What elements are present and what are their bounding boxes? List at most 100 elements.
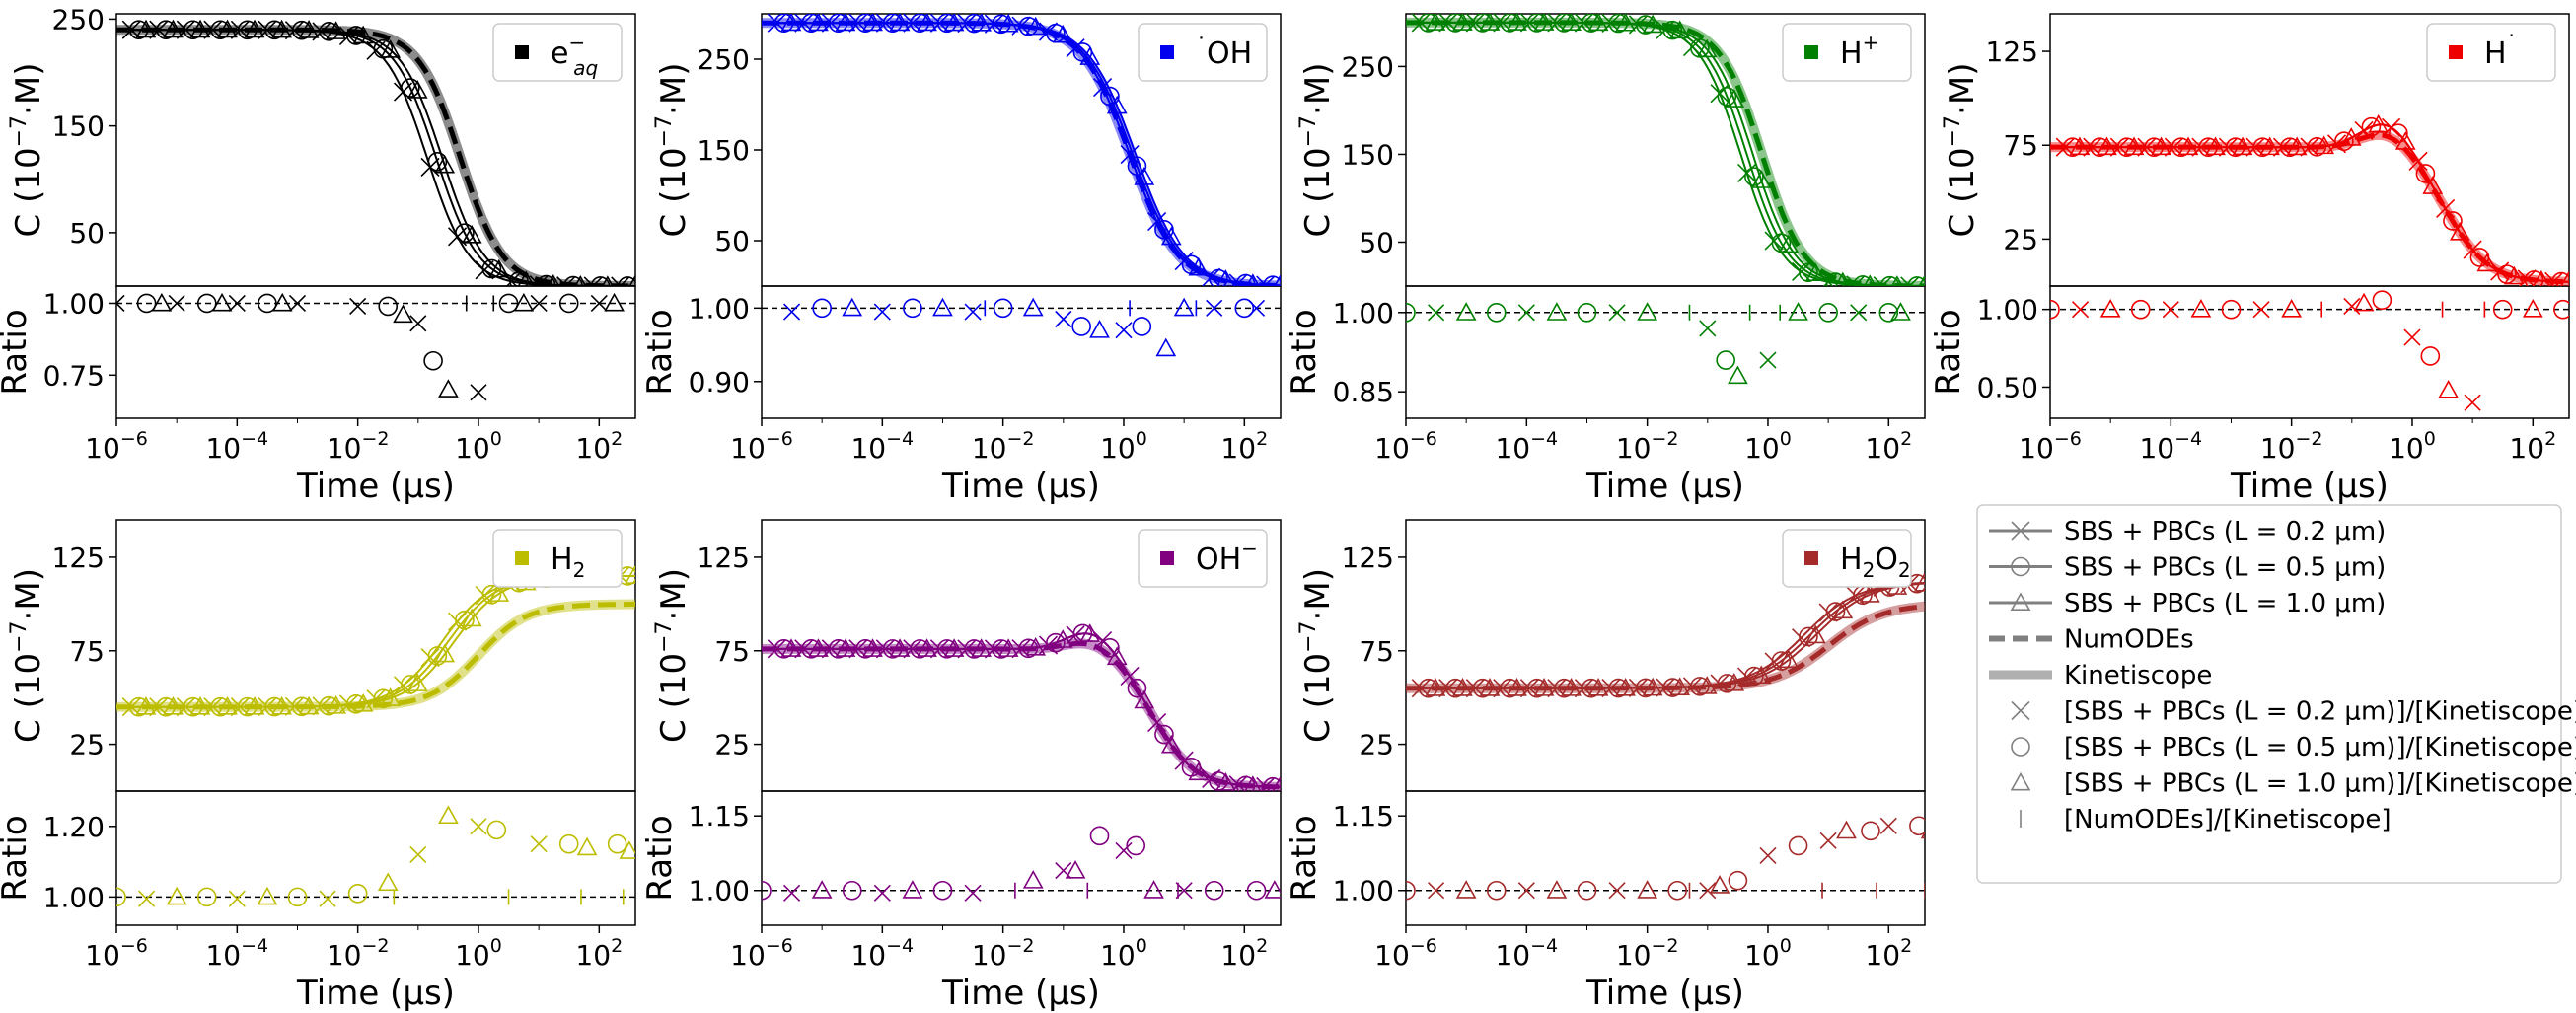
- x-tick-label: 10−2: [972, 428, 1035, 465]
- ratio-points: [762, 826, 1281, 902]
- ratio-point-tri: [1750, 665, 1772, 685]
- ratio-point-o: [903, 298, 922, 319]
- ratio-point-tri: [842, 297, 863, 317]
- ratio-point-x: [470, 384, 487, 401]
- ratio-point-o: [2420, 346, 2441, 366]
- sbs-curve-tri: [762, 632, 1281, 788]
- ratio-point-x: [1055, 310, 1072, 328]
- x-axis-label: Time (μs): [941, 467, 1100, 506]
- main-curves: [762, 14, 1281, 286]
- ratio-point-tri: [780, 638, 802, 657]
- panel-legend-box: [492, 23, 623, 82]
- ratio-axis-label: Ratio: [1285, 815, 1324, 901]
- ratio-point-tri: [2532, 269, 2550, 286]
- x-tick-label: 100: [1100, 935, 1147, 972]
- y-tick-label: 25: [2003, 223, 2038, 255]
- ratio-point-x: [2343, 297, 2361, 316]
- legend-entry-label: NumODEs: [2064, 625, 2194, 655]
- ratio-point-tri: [1642, 14, 1663, 34]
- ratio-point-tri: [1778, 649, 1800, 669]
- x-tick-label: 10−6: [85, 935, 148, 972]
- ratio-point-tri: [461, 224, 482, 244]
- ratio-point-tri: [1245, 273, 1260, 286]
- ratio-point-tri: [406, 80, 428, 99]
- ratio-point-x: [1819, 832, 1837, 849]
- x-tick-label: 10−2: [327, 428, 390, 465]
- main-curves: [116, 19, 635, 286]
- legend-entry-label: SBS + PBCs (L = 0.2 μm): [2064, 517, 2386, 546]
- x-tick-label: 10−2: [1616, 935, 1679, 972]
- ratio-point-tri: [1079, 46, 1101, 65]
- ratio-point-tri: [1425, 678, 1446, 696]
- ratio-point-tri: [1160, 734, 1182, 754]
- ratio-y-tick-label: 1.00: [689, 875, 750, 907]
- ratio-point-o: [486, 820, 507, 840]
- x-tick-label: 102: [1220, 935, 1268, 972]
- legend-entry-label: Kinetiscope: [2064, 661, 2212, 690]
- sbs-curve-o: [116, 575, 635, 708]
- main-curves: [762, 623, 1281, 791]
- ratio-point-tri: [298, 20, 320, 38]
- panel-legend: H2: [492, 529, 623, 588]
- ratio-point-tri: [488, 258, 510, 278]
- ratio-y-tick-label: 0.75: [43, 359, 105, 392]
- ratio-point-tri: [1587, 14, 1609, 32]
- ratio-y-tick-label: 1.00: [1977, 294, 2038, 326]
- ratio-point-tri: [1561, 678, 1582, 696]
- panel-legend-box: [1782, 23, 1912, 82]
- x-tick-label: 10−6: [730, 935, 793, 972]
- ratio-point-tri: [2522, 298, 2543, 318]
- ratio-point-tri: [380, 39, 402, 58]
- ratio-point-tri: [1455, 302, 1477, 321]
- ratio-axes-frame: [761, 285, 1282, 419]
- ratio-points: [116, 292, 625, 401]
- ratio-point-tri: [1546, 880, 1568, 899]
- ratio-point-o: [932, 880, 953, 901]
- ratio-point-x: [1608, 882, 1626, 900]
- ratio-point-o: [1127, 678, 1147, 698]
- ratio-point-tri: [2151, 136, 2171, 156]
- ratio-point-o: [1878, 302, 1899, 323]
- y-tick-label: 125: [52, 542, 105, 574]
- ratio-point-o: [2221, 299, 2242, 320]
- ratio-point-x: [964, 884, 982, 902]
- ratio-y-tick-label: 1.15: [689, 800, 750, 832]
- ratio-point-o: [1716, 350, 1735, 370]
- legend-swatch: [1160, 551, 1174, 565]
- ratio-point-tri: [326, 21, 346, 39]
- y-tick-label: 50: [69, 217, 105, 250]
- ratio-point-tri: [1696, 676, 1718, 694]
- ratio-point-tri: [2232, 136, 2253, 156]
- ratio-point-x: [1850, 304, 1868, 322]
- x-axis-label: Time (μs): [1585, 467, 1744, 506]
- ratio-point-o: [558, 293, 579, 314]
- ratio-point-x: [873, 884, 891, 902]
- ratio-axis-label: Ratio: [640, 309, 680, 395]
- legend-label: H˙: [2484, 31, 2517, 71]
- x-tick-label: 10−6: [1374, 428, 1437, 465]
- x-tick-label: 10−4: [205, 428, 268, 465]
- ratio-point-x: [783, 884, 801, 902]
- ratio-point-tri: [517, 270, 535, 286]
- sbs-curve-x: [116, 574, 635, 708]
- ratio-point-o: [1909, 816, 1925, 836]
- ratio-point-x: [168, 294, 185, 313]
- ratio-point-o: [347, 883, 368, 904]
- ratio-point-tri: [1890, 302, 1911, 321]
- y-axis-label: C (10−7·M): [7, 568, 48, 743]
- ratio-point-o: [1204, 880, 1224, 901]
- ratio-y-tick-label: 1.00: [43, 287, 105, 320]
- ratio-point-tri: [1134, 167, 1155, 185]
- ratio-point-tri: [1832, 600, 1854, 619]
- y-tick-label: 250: [1342, 50, 1394, 83]
- ratio-point-tri: [889, 14, 911, 32]
- ratio-point-tri: [971, 638, 992, 657]
- ratio-point-x: [2162, 301, 2179, 319]
- ratio-y-tick-label: 1.20: [43, 811, 105, 843]
- numodes-curve: [1406, 604, 1925, 691]
- panel-legend: OH−: [1138, 529, 1268, 588]
- ratio-point-tri: [298, 695, 320, 715]
- ratio-point-tri: [1274, 274, 1281, 286]
- y-tick-label: 125: [698, 542, 750, 574]
